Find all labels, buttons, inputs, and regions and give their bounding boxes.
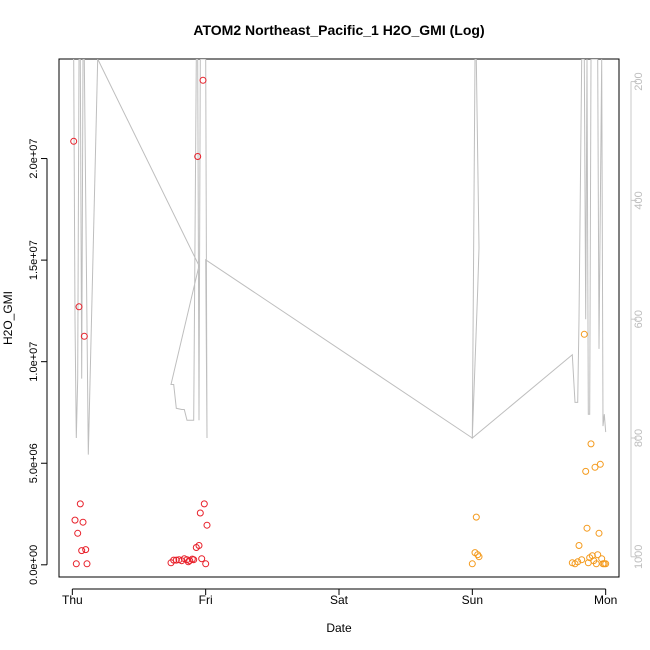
y2-tick-label: 400 xyxy=(633,191,645,209)
y-tick-label: 1.0e+07 xyxy=(28,342,40,382)
data-point xyxy=(78,547,86,555)
points-layer xyxy=(70,76,610,568)
data-point xyxy=(71,516,79,524)
y-tick-label: 5.0e+06 xyxy=(28,443,40,483)
data-point xyxy=(75,303,83,311)
data-point xyxy=(594,551,602,559)
data-point xyxy=(587,440,595,448)
data-point xyxy=(76,500,84,508)
x-axis-label: Date xyxy=(326,621,352,635)
data-point xyxy=(72,560,80,568)
data-point xyxy=(574,558,582,566)
chart-title: ATOM2 Northeast_Pacific_1 H2O_GMI (Log) xyxy=(193,22,484,38)
y-tick-label: 0.0e+00 xyxy=(28,545,40,585)
data-point xyxy=(596,460,604,468)
data-point xyxy=(74,529,82,537)
plot-frame xyxy=(58,58,620,578)
data-point xyxy=(70,137,78,145)
data-point xyxy=(194,153,202,160)
data-point xyxy=(83,560,91,568)
x-axis: Thu Fri Sat Sun Mon xyxy=(62,588,617,607)
x-tick-label: Fri xyxy=(199,593,213,607)
y-tick-label: 2.0e+07 xyxy=(28,138,40,178)
y-axis: 0.0e+00 5.0e+06 1.0e+07 1.5e+07 2.0e+07 xyxy=(28,138,48,585)
data-point xyxy=(190,556,198,564)
y2-tick-label: 600 xyxy=(633,310,645,328)
y2-tick-label: 800 xyxy=(633,429,645,447)
y2-tick-label: 200 xyxy=(633,72,645,90)
pressure-layer xyxy=(73,59,607,455)
data-point xyxy=(575,542,583,549)
y2-tick-label: 1000 xyxy=(633,545,645,569)
data-point xyxy=(200,500,208,508)
data-point xyxy=(580,330,588,338)
y-tick-label: 1.5e+07 xyxy=(28,240,40,280)
x-tick-label: Mon xyxy=(594,593,617,607)
data-point xyxy=(583,524,591,532)
pressure-line xyxy=(73,59,607,455)
data-point xyxy=(578,556,586,564)
data-point xyxy=(203,521,211,529)
data-point xyxy=(468,560,476,568)
x-tick-label: Thu xyxy=(62,593,83,607)
data-point xyxy=(595,529,603,537)
x-tick-label: Sun xyxy=(462,593,483,607)
data-point xyxy=(202,560,210,568)
data-point xyxy=(198,555,206,563)
y-axis-label: H2O_GMI xyxy=(1,291,15,345)
data-point xyxy=(82,546,90,554)
data-point xyxy=(196,509,204,517)
data-point xyxy=(80,332,88,340)
y2-axis: 200 400 600 800 1000 xyxy=(630,72,645,569)
data-point xyxy=(592,560,600,568)
data-point xyxy=(474,551,482,559)
data-point xyxy=(475,553,483,561)
data-point xyxy=(472,513,480,521)
data-point xyxy=(591,463,599,471)
data-point xyxy=(170,556,178,564)
x-tick-label: Sat xyxy=(330,593,349,607)
data-point xyxy=(79,518,87,526)
data-point xyxy=(199,76,207,84)
data-point xyxy=(172,556,180,564)
data-point xyxy=(195,542,203,549)
data-point xyxy=(582,467,590,475)
data-point xyxy=(602,560,610,568)
